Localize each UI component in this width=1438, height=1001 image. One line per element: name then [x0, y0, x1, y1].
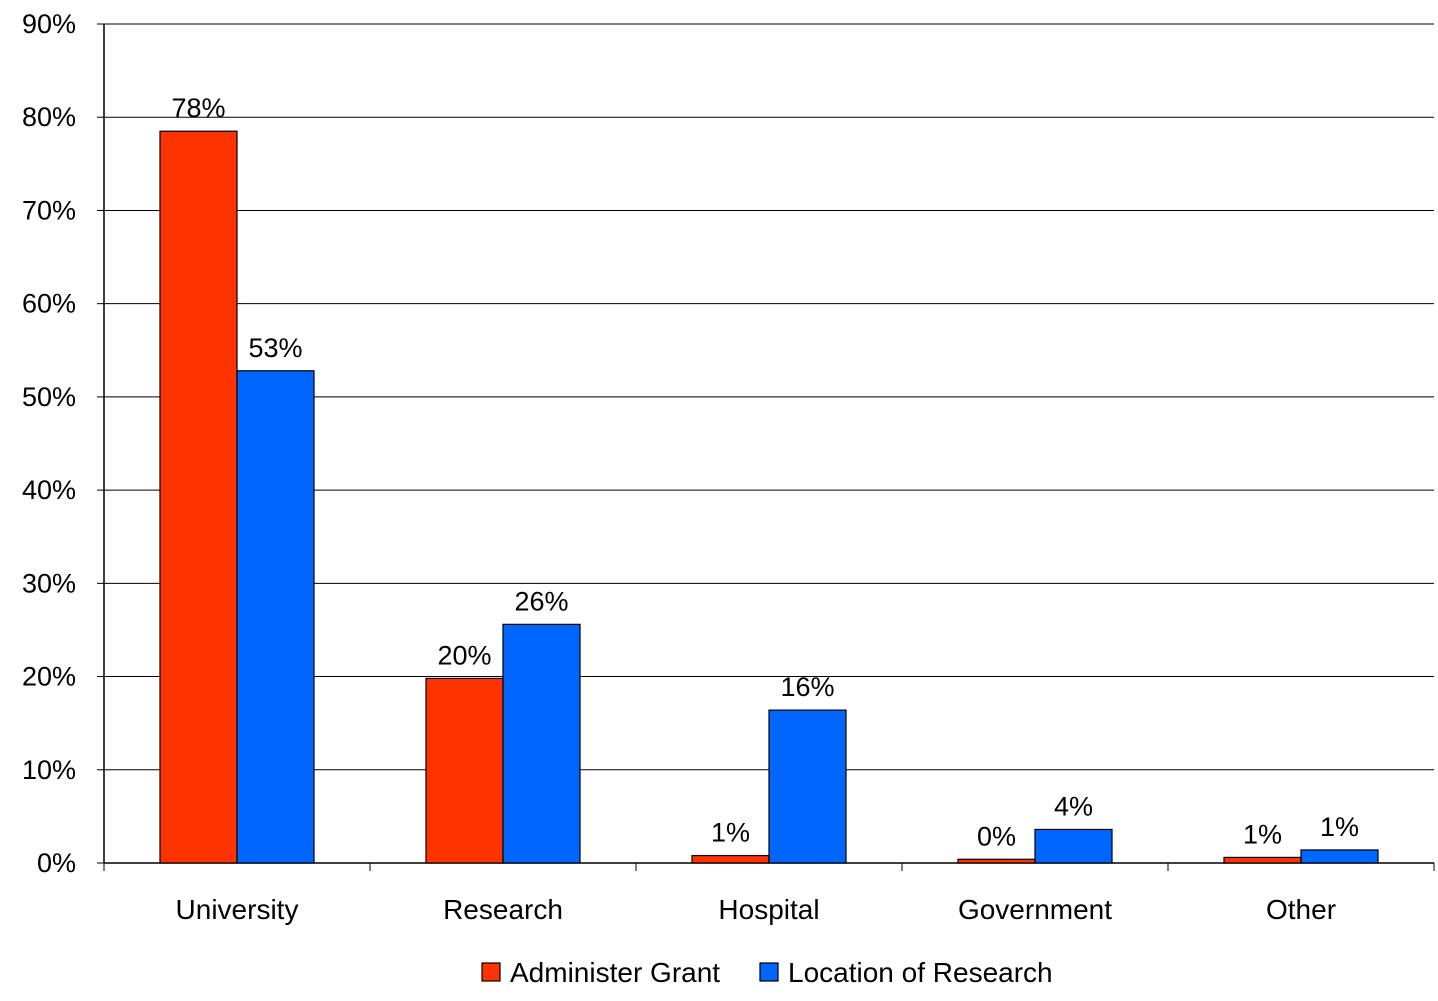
bars [159, 130, 1379, 864]
data-label: 0% [977, 821, 1016, 851]
data-label: 1% [1320, 812, 1359, 842]
y-tick-label: 90% [22, 9, 76, 39]
data-label: 1% [711, 818, 750, 848]
data-label: 53% [248, 333, 302, 363]
bar-administer-grant [425, 677, 504, 864]
legend-swatch [481, 962, 501, 982]
bar-location-of-research [236, 370, 315, 864]
legend: Administer Grant Location of Research [481, 957, 1053, 988]
gridlines [104, 23, 1434, 771]
y-tick-label: 60% [22, 289, 76, 319]
bar-location-of-research [768, 709, 847, 864]
data-label: 78% [171, 93, 225, 123]
category-label: University [176, 894, 299, 925]
data-label: 16% [780, 672, 834, 702]
y-tick-label: 50% [22, 382, 76, 412]
legend-swatch [759, 962, 779, 982]
legend-item: Location of Research [759, 957, 1053, 988]
legend-label: Location of Research [788, 957, 1053, 988]
bar-location-of-research [502, 623, 581, 864]
legend-item: Administer Grant [481, 957, 720, 988]
data-label: 20% [437, 640, 491, 670]
data-label: 1% [1243, 819, 1282, 849]
y-tick-label: 20% [22, 662, 76, 692]
category-label: Government [958, 894, 1112, 925]
y-tick-label: 40% [22, 475, 76, 505]
data-label: 26% [514, 586, 568, 616]
y-tick-label: 10% [22, 755, 76, 785]
data-labels: 78% 53% 20% 26% 1% 16% 0% 4% 1% 1% [171, 93, 1359, 851]
y-tick-label: 30% [22, 568, 76, 598]
bar-location-of-research [1034, 828, 1113, 864]
legend-label: Administer Grant [510, 957, 720, 988]
bar-administer-grant [159, 130, 238, 864]
y-tick-label: 70% [22, 195, 76, 225]
bar-administer-grant [691, 854, 770, 864]
data-label: 4% [1054, 791, 1093, 821]
category-label: Other [1266, 894, 1336, 925]
category-label: Research [443, 894, 563, 925]
bar-location-of-research [1300, 849, 1379, 864]
y-tick-label: 0% [37, 848, 76, 878]
bar-administer-grant [1223, 856, 1302, 864]
bar-administer-grant [957, 858, 1036, 864]
category-label: Hospital [718, 894, 819, 925]
y-tick-label: 80% [22, 102, 76, 132]
